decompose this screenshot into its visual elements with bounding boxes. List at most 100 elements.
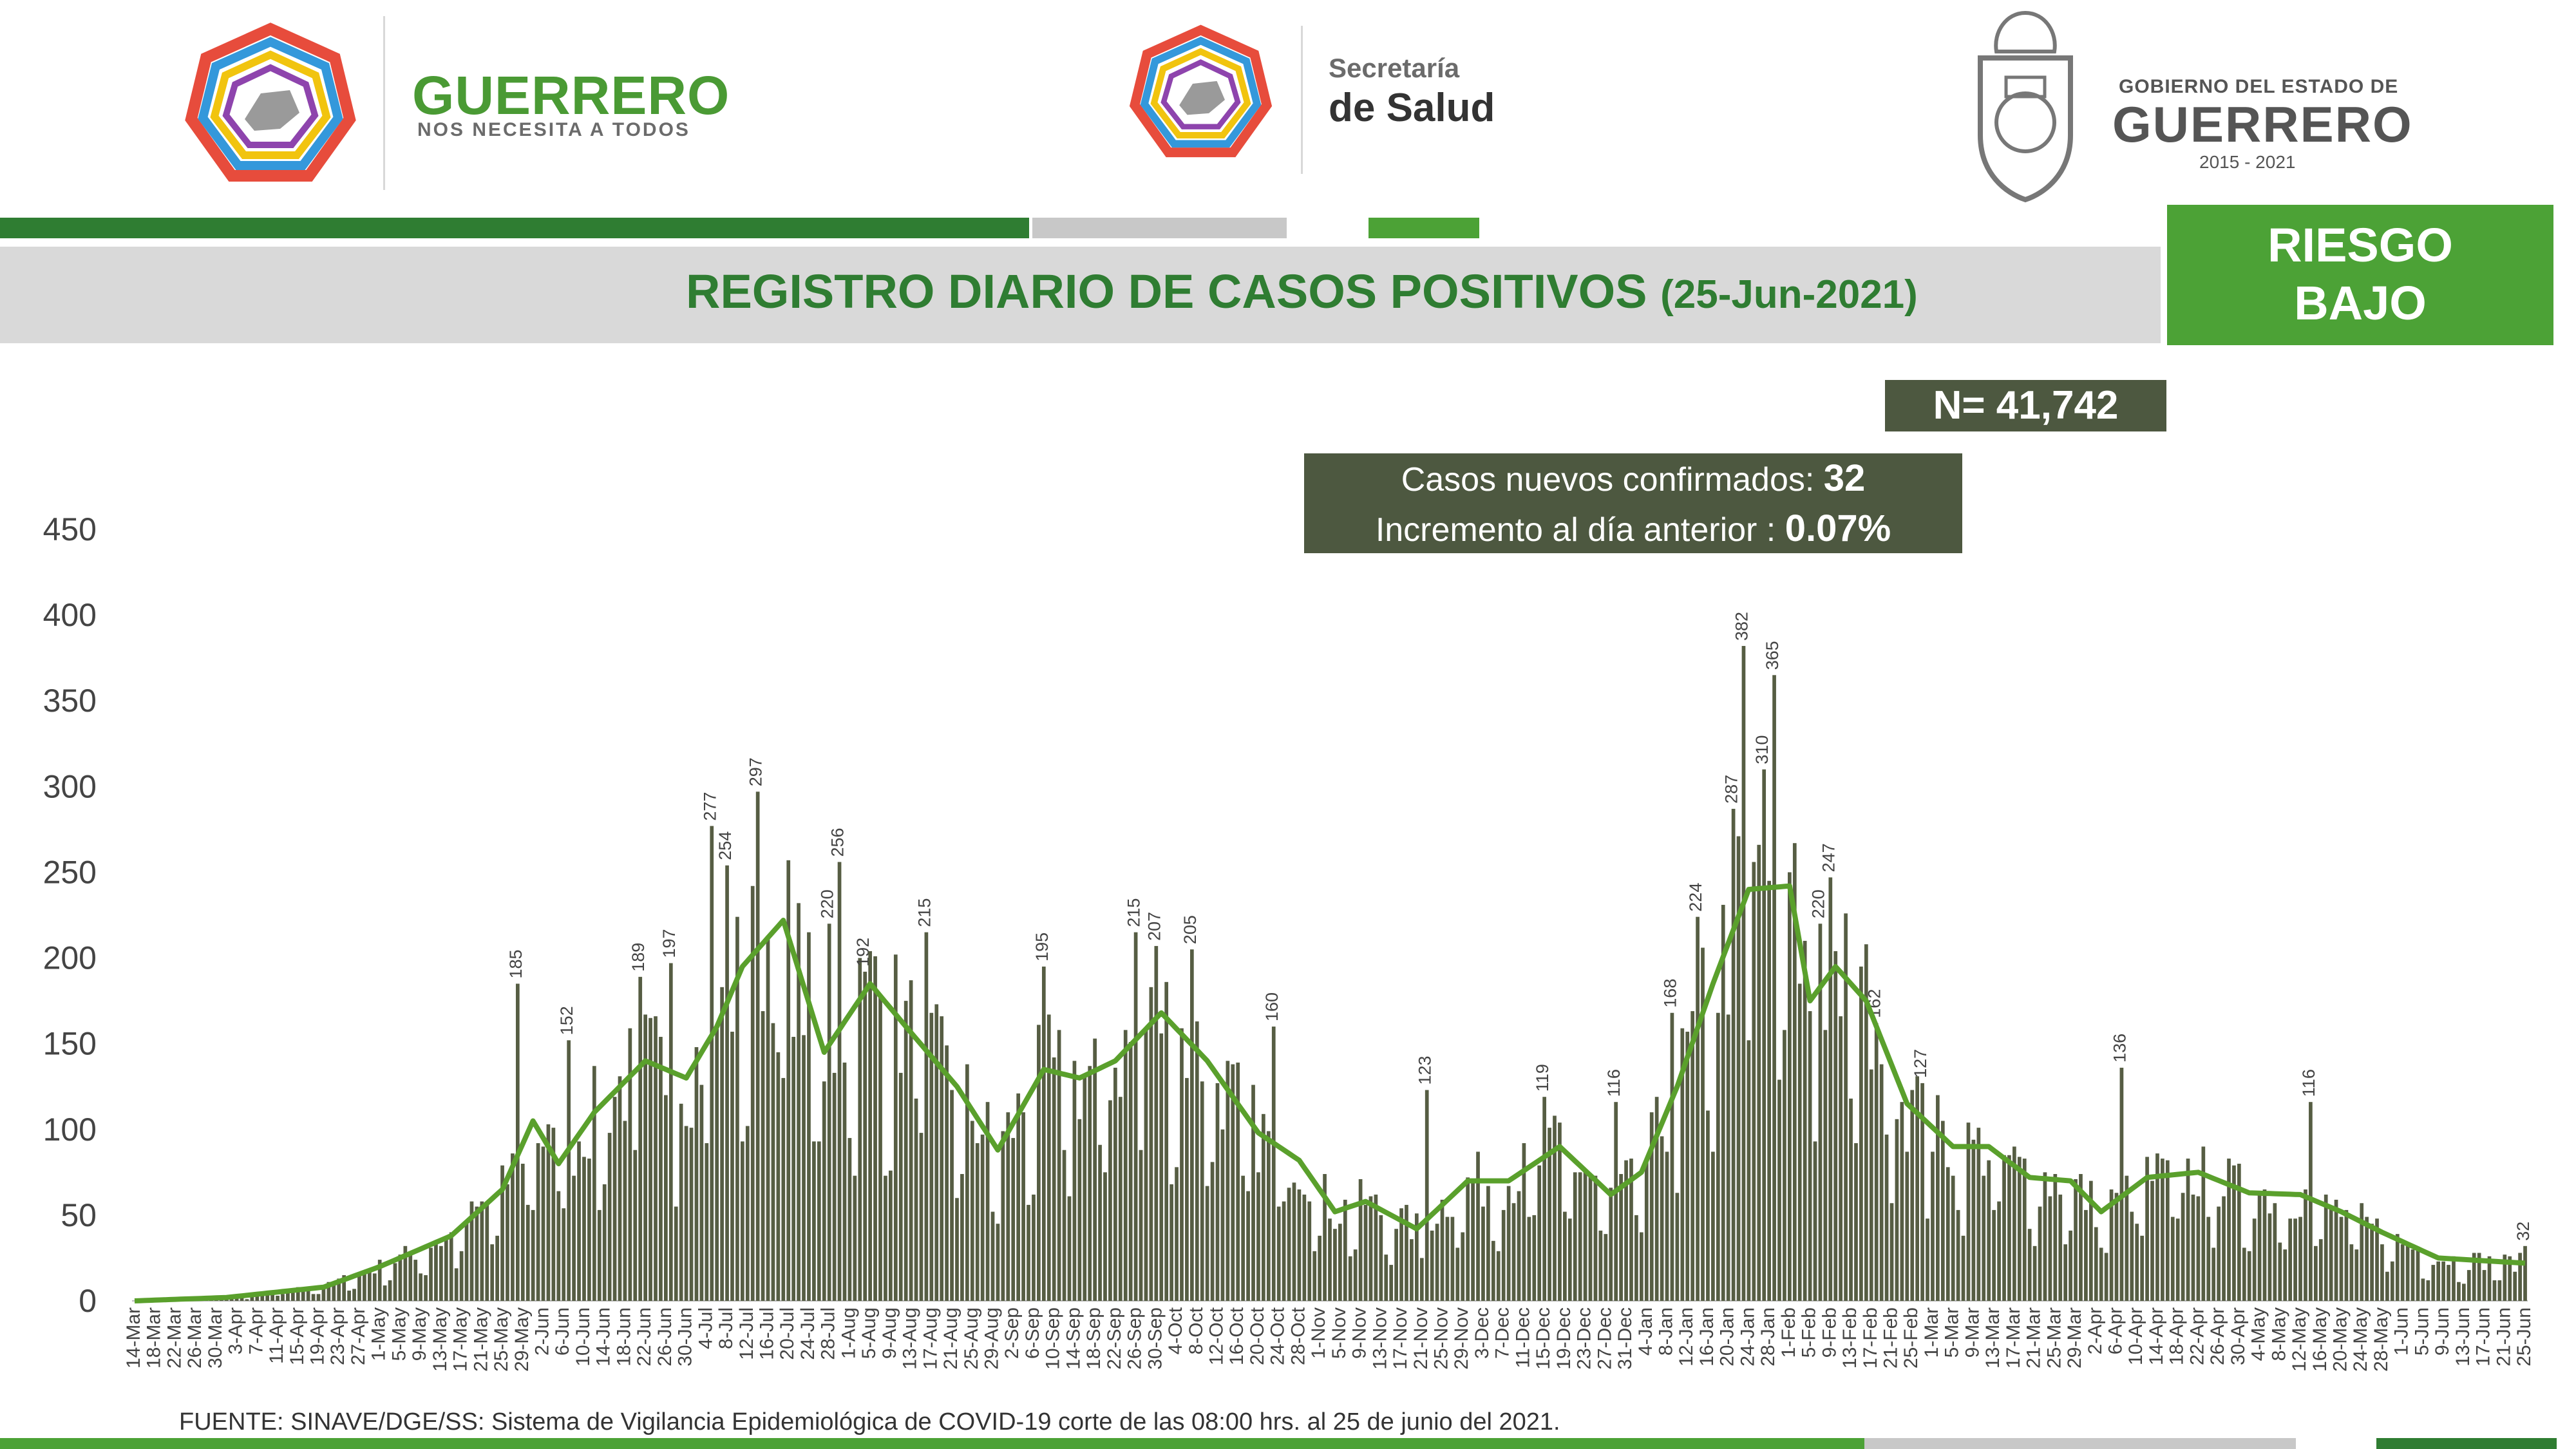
bar xyxy=(1032,1194,1036,1301)
bar xyxy=(2048,1196,2052,1301)
bar xyxy=(2318,1239,2323,1301)
x-tick-label: 9-Mar xyxy=(1962,1307,1983,1358)
x-tick-label: 25-Nov xyxy=(1431,1307,1452,1370)
bar xyxy=(893,954,898,1301)
y-tick-label: 300 xyxy=(43,768,97,804)
bar xyxy=(853,1175,857,1301)
bar-value-label: 215 xyxy=(914,898,934,927)
bar-value-label: 365 xyxy=(1763,641,1782,670)
bar xyxy=(2349,1244,2354,1301)
bar xyxy=(1849,1098,1853,1301)
bar xyxy=(1180,1028,1184,1301)
x-tick-label: 12-May xyxy=(2289,1307,2310,1372)
bar xyxy=(2017,1157,2022,1301)
bar xyxy=(1680,1028,1685,1301)
bar-value-label: 152 xyxy=(557,1006,576,1035)
bar-value-label: 224 xyxy=(1686,883,1705,912)
x-tick-label: 29-May xyxy=(511,1307,533,1372)
bar xyxy=(715,1028,719,1301)
bar xyxy=(2472,1253,2476,1301)
bar xyxy=(863,971,867,1301)
bar xyxy=(2370,1224,2374,1301)
bar xyxy=(383,1285,387,1301)
bar xyxy=(2069,1230,2072,1301)
bar xyxy=(515,983,520,1301)
x-tick-label: 22-Apr xyxy=(2186,1307,2208,1365)
x-tick-label: 13-May xyxy=(430,1307,451,1372)
risk-badge: RIESGO BAJO xyxy=(2167,205,2553,345)
bar xyxy=(1854,1143,1858,1301)
bar-value-label: 382 xyxy=(1732,612,1752,641)
bar xyxy=(1517,1191,1521,1301)
x-tick-label: 15-Apr xyxy=(287,1307,308,1365)
bar-value-label: 195 xyxy=(1032,933,1052,961)
bar xyxy=(2119,1067,2124,1301)
x-tick-label: 9-Aug xyxy=(879,1307,900,1359)
x-tick-label: 18-Jun xyxy=(613,1307,634,1367)
bar xyxy=(1425,1090,1429,1301)
bar xyxy=(1220,1129,1225,1301)
y-tick-label: 50 xyxy=(61,1197,97,1233)
y-tick-label: 100 xyxy=(43,1112,97,1148)
bar-value-label: 116 xyxy=(2299,1069,2318,1097)
x-tick-label: 9-Jun xyxy=(2432,1307,2453,1356)
bar xyxy=(1118,1097,1122,1301)
bar xyxy=(1062,1150,1066,1301)
bar xyxy=(1670,1012,1674,1301)
bar xyxy=(1333,1229,1337,1301)
bar-value-label: 197 xyxy=(659,929,679,958)
bar xyxy=(1767,880,1771,1301)
x-tick-label: 1-Feb xyxy=(1778,1307,1799,1358)
bar xyxy=(1159,1033,1164,1301)
bar xyxy=(1931,1151,1935,1301)
bar xyxy=(2492,1280,2497,1301)
bar xyxy=(802,1035,806,1301)
bar xyxy=(1323,1174,1327,1301)
bar xyxy=(1593,1175,1598,1301)
bar xyxy=(567,1040,571,1301)
bar xyxy=(2457,1282,2461,1301)
x-tick-label: 6-Apr xyxy=(2105,1307,2126,1354)
bar xyxy=(286,1292,290,1301)
bar xyxy=(1649,1112,1654,1301)
x-tick-label: 16-Oct xyxy=(1226,1307,1247,1365)
bar-value-label: 207 xyxy=(1144,912,1164,941)
bar xyxy=(837,862,842,1301)
bar xyxy=(2436,1261,2441,1301)
bar xyxy=(1276,1206,1281,1301)
bar xyxy=(1839,1016,1843,1301)
x-tick-label: 5-Jun xyxy=(2411,1307,2432,1356)
bar xyxy=(2217,1206,2221,1301)
x-tick-label: 22-Jun xyxy=(634,1307,655,1367)
x-tick-label: 28-Jan xyxy=(1757,1307,1779,1367)
x-tick-label: 17-Aug xyxy=(920,1307,941,1370)
bar xyxy=(1164,981,1169,1301)
bar xyxy=(1231,1064,1235,1301)
bar xyxy=(1940,1121,1945,1301)
x-tick-label: 24-Oct xyxy=(1267,1307,1289,1365)
bar xyxy=(950,1090,954,1301)
bar xyxy=(2007,1155,2011,1301)
x-tick-label: 28-Jul xyxy=(818,1307,839,1360)
bar-value-label: 220 xyxy=(818,889,837,918)
x-tick-label: 12-Jul xyxy=(736,1307,757,1360)
bar xyxy=(2165,1160,2170,1301)
x-tick-label: 8-Oct xyxy=(1186,1307,1207,1354)
bar xyxy=(1440,1199,1444,1301)
bar xyxy=(413,1260,418,1301)
bar xyxy=(1706,1110,1710,1301)
bar xyxy=(1542,1097,1546,1301)
x-tick-label: 26-Apr xyxy=(2207,1307,2228,1365)
bar xyxy=(2257,1194,2262,1301)
bar xyxy=(439,1245,443,1301)
bar xyxy=(469,1201,474,1301)
bar-value-label: 185 xyxy=(506,949,526,978)
bar xyxy=(1363,1204,1368,1301)
x-tick-label: 15-Dec xyxy=(1533,1307,1554,1370)
bar xyxy=(735,916,739,1301)
x-tick-label: 6-Sep xyxy=(1022,1307,1043,1359)
bar xyxy=(2421,1278,2425,1301)
bar xyxy=(1476,1151,1480,1301)
bar xyxy=(306,1291,310,1301)
bar xyxy=(1573,1172,1577,1301)
